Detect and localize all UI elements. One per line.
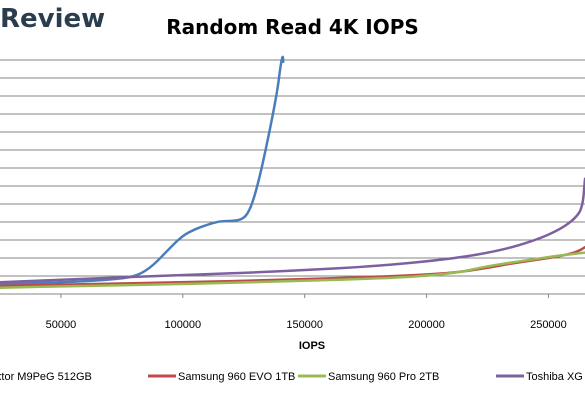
series-line-toshiba-xg: [0, 177, 585, 284]
series-line-samsung-960-pro-2tb: [0, 251, 585, 289]
legend-label: Samsung 960 EVO 1TB: [178, 371, 295, 383]
chart-title: Random Read 4K IOPS: [166, 15, 419, 39]
legend-label: Plextor M9PeG 512GB: [0, 371, 92, 383]
x-axis-label: IOPS: [299, 340, 325, 352]
x-tick-labels: 50000 100000 150000 200000 250000: [46, 294, 567, 331]
series-lines: [0, 55, 585, 289]
series-line-plextor-m9peg-512gb: [0, 55, 285, 286]
x-tick-label: 50000: [46, 319, 77, 331]
brand-logo-text: Review: [0, 4, 106, 34]
grid-lines: [0, 59, 585, 277]
x-tick-label: 250000: [530, 319, 567, 331]
legend: Plextor M9PeG 512GB Samsung 960 EVO 1TB Sa…: [0, 371, 583, 383]
x-tick-label: 200000: [408, 319, 445, 331]
legend-label: Toshiba XG: [526, 371, 583, 383]
x-tick-label: 100000: [164, 319, 201, 331]
legend-label: Samsung 960 Pro 2TB: [328, 371, 439, 383]
x-tick-label: 150000: [286, 319, 323, 331]
